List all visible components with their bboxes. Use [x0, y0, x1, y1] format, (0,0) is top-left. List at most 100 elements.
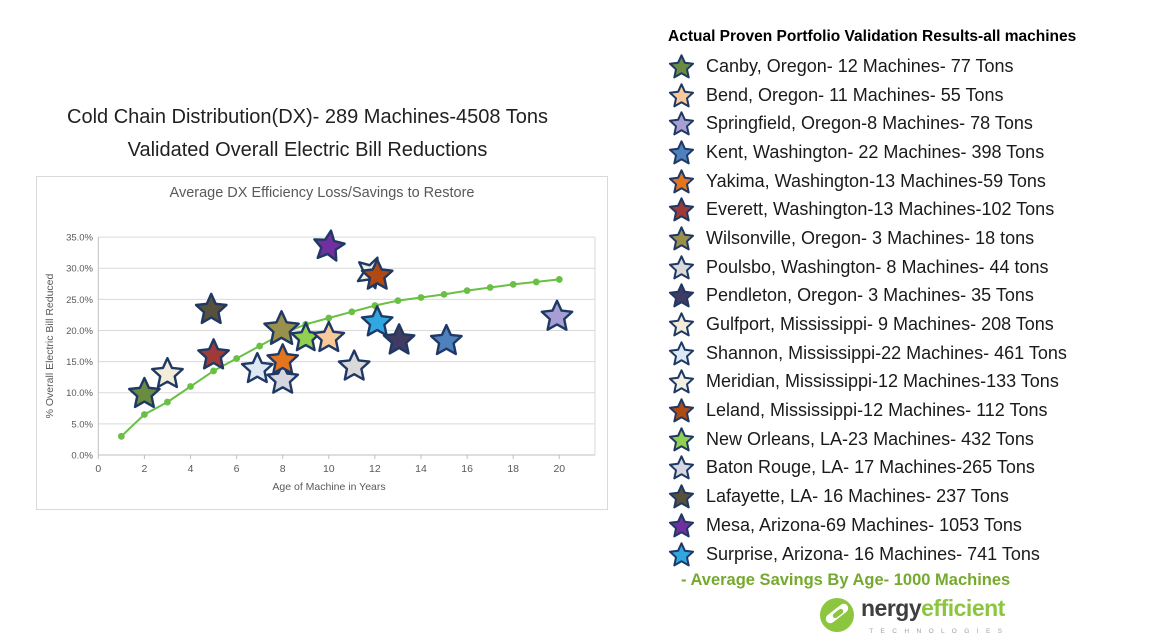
legend-panel: Actual Proven Portfolio Validation Resul…	[668, 26, 1154, 590]
x-tick-label: 0	[95, 463, 101, 475]
star-shannon	[240, 351, 274, 384]
logo-mark-icon	[820, 598, 854, 632]
y-tick-label: 15.0%	[66, 357, 93, 368]
line-point	[117, 432, 125, 440]
line-point	[256, 342, 264, 350]
gulfport-star-icon	[668, 312, 695, 337]
logo-part-efficient: efficient	[921, 595, 1005, 621]
line-point	[417, 294, 425, 301]
x-axis-title: Age of Machine in Years	[272, 481, 385, 493]
everett-star-icon	[668, 197, 695, 222]
legend-item-pendleton: Pendleton, Oregon- 3 Machines- 35 Tons	[668, 282, 1154, 311]
y-tick-label: 0.0%	[71, 451, 93, 462]
star-lafayette	[194, 292, 228, 325]
x-tick-label: 6	[234, 463, 240, 475]
line-point	[555, 276, 563, 283]
average-savings-note: - Average Savings By Age- 1000 Machines	[681, 571, 1011, 590]
legend-item-surprise: Surprise, Arizona- 16 Machines- 741 Tons	[668, 540, 1154, 569]
legend-item-canby: Canby, Oregon- 12 Machines- 77 Tons	[668, 52, 1154, 81]
chart-svg: 0.0% 5.0% 10.0% 15.0% 20.0% 25.0% 30.0% 35.0% 0 2…	[44, 229, 596, 493]
y-tick-label: 30.0%	[66, 264, 93, 275]
poulsbo-star-icon	[668, 254, 695, 280]
legend-item-springfield: Springfield, Oregon-8 Machines- 78 Tons	[668, 109, 1154, 138]
star-surprise	[360, 305, 394, 337]
legend-item-kent: Kent, Washington- 22 Machines- 398 Tons	[668, 138, 1154, 167]
leland-star-icon	[668, 398, 695, 423]
x-tick-label: 10	[323, 463, 335, 475]
baton_rouge-star-icon	[668, 455, 695, 480]
legend-item-label: New Orleans, LA-23 Machines- 432 Tons	[706, 428, 1034, 449]
logo-subtitle: T E C H N O L O G I E S	[869, 628, 1005, 635]
wilsonville-star-icon	[668, 226, 695, 251]
legend-item-bend: Bend, Oregon- 11 Machines- 55 Tons	[668, 81, 1154, 110]
star-gulfport	[150, 356, 184, 389]
chart-panel: 0.0% 5.0% 10.0% 15.0% 20.0% 25.0% 30.0% 35.0% 0 2…	[36, 176, 608, 510]
new_orleans-star-icon	[668, 427, 695, 452]
legend-item-label: Meridian, Mississippi-12 Machines-133 To…	[706, 371, 1059, 392]
star-wilsonville	[263, 309, 300, 346]
mesa-star-icon	[668, 513, 695, 538]
line-point	[486, 284, 494, 291]
x-tick-label: 2	[141, 463, 147, 475]
page-title: Cold Chain Distribution(DX)- 289 Machine…	[20, 101, 595, 167]
y-tick-label: 25.0%	[66, 295, 93, 306]
star-pendleton	[382, 323, 416, 355]
star-springfield	[540, 299, 574, 331]
legend-item-label: Mesa, Arizona-69 Machines- 1053 Tons	[706, 514, 1022, 535]
legend-item-poulsbo: Poulsbo, Washington- 8 Machines- 44 tons	[668, 253, 1154, 282]
legend-item-label: Everett, Washington-13 Machines-102 Tons	[706, 199, 1055, 220]
meridian-star-icon	[668, 369, 695, 394]
line-point	[233, 355, 241, 362]
y-tick-label: 5.0%	[71, 419, 93, 430]
y-tick-label: 20.0%	[66, 326, 93, 337]
legend-item-label: Gulfport, Mississippi- 9 Machines- 208 T…	[706, 314, 1054, 335]
star-mesa	[313, 229, 346, 262]
line-point	[210, 367, 217, 375]
legend-item-label: Springfield, Oregon-8 Machines- 78 Tons	[706, 113, 1033, 134]
star-yakima	[266, 343, 300, 375]
pendleton-star-icon	[668, 283, 695, 308]
legend-item-wilsonville: Wilsonville, Oregon- 3 Machines- 18 tons	[668, 224, 1154, 253]
legend-item-label: Shannon, Mississippi-22 Machines- 461 To…	[706, 342, 1067, 363]
line-point	[532, 278, 540, 286]
chart-title: Average DX Efficiency Loss/Savings to Re…	[169, 185, 475, 201]
line-point	[394, 297, 402, 304]
legend-item-label: Canby, Oregon- 12 Machines- 77 Tons	[706, 55, 1014, 76]
x-tick-label: 12	[369, 463, 381, 475]
energy-efficient-logo: nergyefficient T E C H N O L O G I E S	[818, 596, 1005, 639]
legend-item-meridian: Meridian, Mississippi-12 Machines-133 To…	[668, 368, 1154, 397]
line-point	[509, 281, 517, 288]
logo-part-nergy: nergy	[861, 595, 922, 621]
average-savings-line	[120, 278, 560, 438]
x-tick-label: 18	[507, 463, 519, 475]
title-line-2: Validated Overall Electric Bill Reductio…	[127, 139, 488, 161]
yakima-star-icon	[668, 168, 695, 193]
legend-item-label: Wilsonville, Oregon- 3 Machines- 18 tons	[706, 227, 1035, 248]
legend-item-label: Leland, Mississippi-12 Machines- 112 Ton…	[706, 400, 1048, 421]
x-tick-label: 8	[280, 463, 286, 475]
legend-item-everett: Everett, Washington-13 Machines-102 Tons	[668, 195, 1154, 224]
star-everett	[197, 338, 231, 370]
x-tick-label: 20	[553, 463, 565, 475]
line-point	[325, 314, 333, 322]
star-canby	[127, 376, 161, 409]
legend-item-gulfport: Gulfport, Mississippi- 9 Machines- 208 T…	[668, 310, 1154, 339]
line-point	[164, 398, 171, 406]
legend-item-label: Pendleton, Oregon- 3 Machines- 35 Tons	[706, 285, 1034, 306]
line-point	[440, 290, 448, 298]
x-tick-label: 4	[188, 463, 194, 475]
legend-item-lafayette: Lafayette, LA- 16 Machines- 237 Tons	[668, 482, 1154, 511]
legend-item-label: Poulsbo, Washington- 8 Machines- 44 tons	[706, 256, 1049, 277]
legend-item-baton_rouge: Baton Rouge, LA- 17 Machines-265 Tons	[668, 454, 1154, 483]
canby-star-icon	[668, 54, 695, 79]
legend-item-shannon: Shannon, Mississippi-22 Machines- 461 To…	[668, 339, 1154, 368]
legend-item-new_orleans: New Orleans, LA-23 Machines- 432 Tons	[668, 425, 1154, 454]
legend-item-yakima: Yakima, Washington-13 Machines-59 Tons	[668, 167, 1154, 196]
kent-star-icon	[668, 140, 695, 165]
legend-rows: Canby, Oregon- 12 Machines- 77 Tons Bend,…	[668, 52, 1154, 568]
legend-item-label: Lafayette, LA- 16 Machines- 237 Tons	[706, 486, 1009, 507]
star-kent	[429, 323, 463, 356]
logo-text: nergyefficient T E C H N O L O G I E S	[861, 596, 1005, 639]
y-tick-label: 35.0%	[66, 233, 93, 244]
